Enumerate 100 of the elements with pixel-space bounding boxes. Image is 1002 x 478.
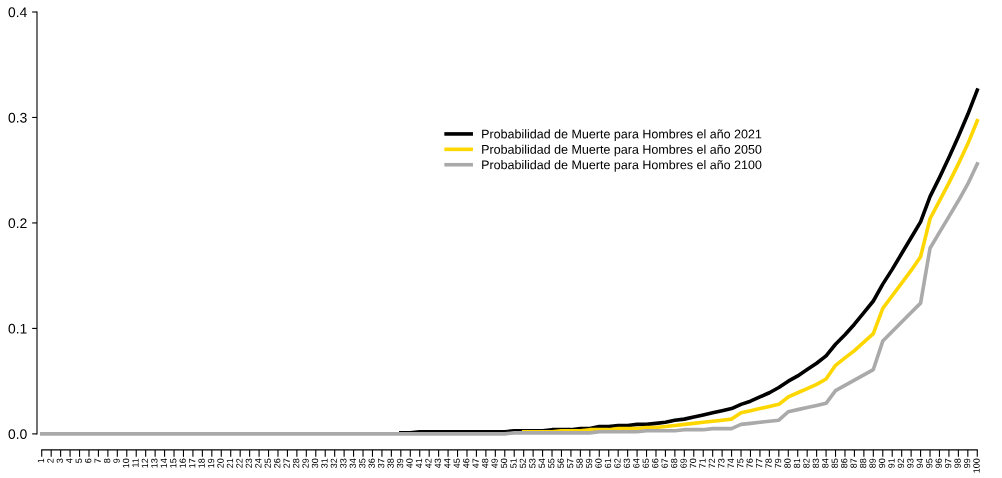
x-tick-label: 3 bbox=[56, 458, 64, 463]
x-tick-label: 15 bbox=[170, 458, 177, 468]
x-tick-label: 94 bbox=[916, 458, 923, 468]
x-tick-label: 16 bbox=[179, 458, 186, 468]
x-tick-label: 87 bbox=[850, 458, 857, 468]
x-tick-label: 31 bbox=[321, 458, 328, 468]
x-tick-label: 76 bbox=[746, 458, 753, 468]
x-tick-label: 11 bbox=[132, 458, 139, 467]
x-tick-label: 96 bbox=[935, 458, 942, 468]
x-tick-label: 6 bbox=[85, 458, 92, 463]
x-tick-label: 8 bbox=[103, 458, 111, 463]
x-tick-label: 38 bbox=[387, 458, 394, 468]
x-tick-label: 12 bbox=[141, 458, 149, 468]
x-tick-label: 63 bbox=[623, 458, 631, 468]
x-tick-label: 89 bbox=[869, 458, 876, 468]
x-tick-label: 64 bbox=[633, 458, 640, 468]
x-tick-label: 78 bbox=[765, 458, 772, 468]
x-tick-label: 56 bbox=[557, 458, 564, 468]
x-tick-label: 92 bbox=[897, 458, 905, 468]
x-tick-label: 47 bbox=[472, 458, 479, 469]
x-tick-label: 20 bbox=[217, 458, 224, 468]
x-tick-label: 41 bbox=[415, 458, 423, 469]
x-tick-label: 68 bbox=[670, 458, 678, 468]
x-tick-label: 84 bbox=[822, 458, 829, 468]
x-tick-label: 57 bbox=[567, 458, 574, 468]
x-tick-label: 22 bbox=[236, 458, 243, 468]
x-tick-label: 82 bbox=[803, 458, 810, 468]
x-tick-label: 36 bbox=[368, 458, 375, 468]
x-tick-label: 43 bbox=[434, 458, 442, 469]
x-tick-label: 46 bbox=[463, 458, 470, 469]
x-tick-label: 93 bbox=[907, 458, 914, 468]
x-tick-label: 59 bbox=[585, 458, 593, 468]
legend-label: Probabilidad de Muerte para Hombres el año 2050 bbox=[482, 144, 762, 157]
x-tick-label: 4 bbox=[66, 458, 73, 464]
x-tick-label: 32 bbox=[330, 458, 338, 468]
x-tick-label: 34 bbox=[349, 458, 356, 468]
x-tick-label: 90 bbox=[878, 458, 886, 468]
x-tick-label: 65 bbox=[642, 458, 649, 468]
y-tick-label: 0.4 bbox=[8, 7, 27, 18]
x-tick-label: 70 bbox=[689, 458, 697, 468]
x-tick-label: 50 bbox=[500, 458, 508, 468]
line-series bbox=[39, 162, 980, 436]
x-tick-label: 97 bbox=[944, 458, 952, 468]
x-tick-label: 66 bbox=[652, 458, 659, 468]
x-tick-label: 60 bbox=[595, 458, 602, 468]
x-tick-label: 7 bbox=[94, 458, 101, 463]
x-tick-label: 29 bbox=[302, 458, 309, 468]
x-tick-label: 17 bbox=[189, 458, 196, 468]
x-tick-label: 40 bbox=[406, 458, 413, 469]
x-tick-label: 58 bbox=[576, 458, 583, 468]
x-tick-label: 55 bbox=[548, 458, 555, 468]
x-tick-label: 30 bbox=[311, 458, 319, 468]
x-tick-label: 69 bbox=[680, 458, 687, 468]
y-tick-label: 0.1 bbox=[8, 323, 27, 334]
x-tick-label: 49 bbox=[491, 458, 498, 469]
x-tick-label: 26 bbox=[274, 458, 281, 468]
x-tick-label: 61 bbox=[604, 458, 612, 468]
x-tick-label: 85 bbox=[831, 458, 838, 468]
x-tick-label: 100 bbox=[973, 458, 980, 473]
x-tick-label: 19 bbox=[207, 458, 215, 468]
x-tick-label: 14 bbox=[160, 458, 167, 468]
x-tick-label: 62 bbox=[614, 458, 621, 468]
y-tick-label: 0.3 bbox=[8, 112, 27, 123]
x-tick-label: 77 bbox=[756, 458, 763, 468]
x-tick-label: 35 bbox=[359, 458, 366, 468]
x-tick-label: 9 bbox=[113, 458, 120, 463]
x-tick-label: 54 bbox=[538, 458, 545, 468]
x-tick-label: 42 bbox=[425, 458, 432, 469]
x-tick-label: 10 bbox=[122, 458, 130, 468]
x-tick-label: 72 bbox=[708, 458, 716, 468]
x-tick-label: 73 bbox=[718, 458, 725, 468]
legend-label: Probabilidad de Muerte para Hombres el año 2100 bbox=[482, 160, 762, 172]
x-tick-label: 81 bbox=[793, 458, 801, 468]
x-tick-label: 13 bbox=[151, 458, 158, 468]
x-tick-label: 53 bbox=[529, 458, 536, 468]
x-tick-label: 2 bbox=[47, 458, 54, 463]
x-tick-label: 91 bbox=[888, 458, 895, 468]
x-tick-label: 75 bbox=[737, 458, 744, 468]
x-tick-label: 27 bbox=[283, 458, 290, 468]
x-tick-label: 95 bbox=[926, 458, 933, 468]
x-tick-label: 88 bbox=[859, 458, 867, 468]
x-tick-label: 18 bbox=[198, 458, 205, 468]
x-tick-label: 86 bbox=[841, 458, 848, 468]
y-tick-label: 0.0 bbox=[8, 429, 27, 440]
x-tick-label: 44 bbox=[444, 458, 451, 469]
x-tick-label: 52 bbox=[519, 458, 527, 468]
x-tick-label: 80 bbox=[784, 458, 791, 468]
x-tick-label: 51 bbox=[510, 458, 517, 468]
x-tick-label: 5 bbox=[75, 458, 82, 463]
x-tick-label: 98 bbox=[954, 458, 961, 468]
x-tick-label: 24 bbox=[255, 458, 262, 468]
x-tick-label: 28 bbox=[292, 458, 300, 468]
legend-label: Probabilidad de Muerte para Hombres el año 2021 bbox=[482, 129, 762, 141]
x-tick-label: 71 bbox=[699, 458, 706, 468]
x-tick-label: 23 bbox=[245, 458, 253, 468]
x-tick-label: 37 bbox=[377, 458, 385, 468]
x-tick-label: 21 bbox=[226, 458, 234, 468]
x-tick-label: 99 bbox=[963, 458, 971, 468]
x-tick-label: 67 bbox=[661, 458, 668, 468]
x-tick-label: 39 bbox=[396, 458, 404, 468]
